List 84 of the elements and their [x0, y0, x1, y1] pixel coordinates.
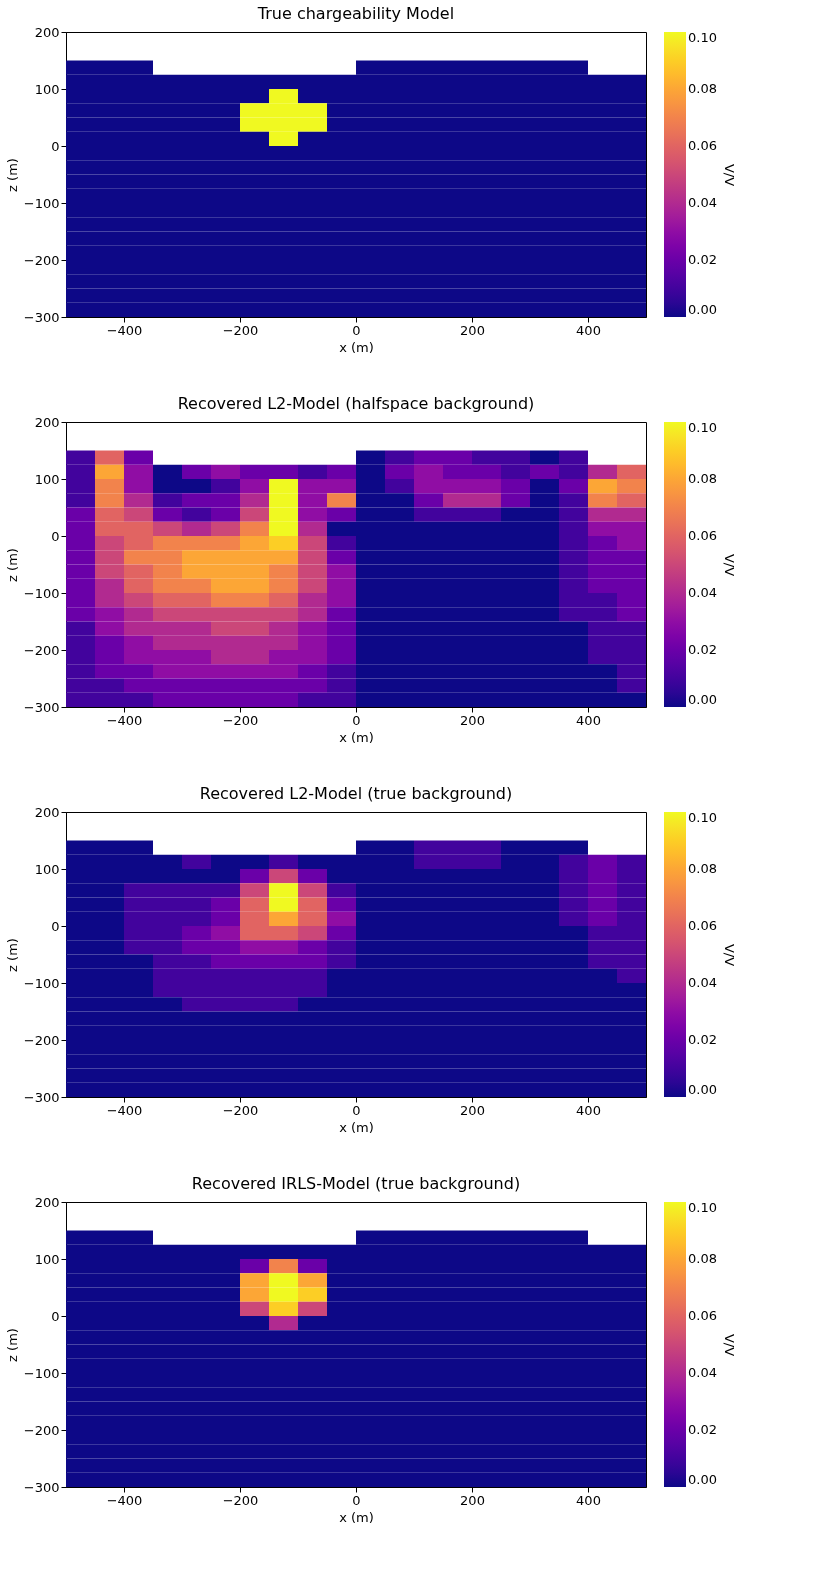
x-tick-label: −400	[106, 322, 143, 338]
color-bar-label: 0.08	[688, 81, 717, 96]
color-bar-title: V/V	[722, 553, 737, 577]
y-axis-title: z (m)	[4, 938, 20, 972]
x-axis-title: x (m)	[339, 339, 374, 355]
color-bar-title: V/V	[722, 943, 737, 967]
y-tick-label: −300	[23, 309, 60, 325]
y-tick-label: −200	[23, 252, 60, 268]
color-bar-label: 0.00	[688, 1472, 717, 1487]
x-tick-label: 0	[352, 1492, 361, 1508]
color-bar-label: 0.00	[688, 692, 717, 707]
color-bar-label: 0.02	[688, 1422, 717, 1437]
y-axis-title: z (m)	[4, 158, 20, 192]
x-tick-label: 0	[352, 712, 361, 728]
x-tick-label: 400	[576, 1492, 601, 1508]
color-bar-title: V/V	[722, 1333, 737, 1357]
color-bar-label: 0.10	[688, 30, 717, 45]
y-tick-label: −100	[23, 1365, 60, 1381]
x-tick-label: −200	[222, 712, 259, 728]
x-tick-label: 200	[460, 322, 485, 338]
y-tick-label: −100	[23, 585, 60, 601]
y-tick-label: −300	[23, 1089, 60, 1105]
y-tick-label: 200	[34, 804, 60, 820]
y-tick-label: −300	[23, 1479, 60, 1495]
color-bar-label: 0.04	[688, 195, 717, 210]
color-bar-label: 0.04	[688, 975, 717, 990]
y-tick-label: −300	[23, 699, 60, 715]
y-tick-label: 200	[34, 414, 60, 430]
color-bar-label: 0.06	[688, 918, 717, 933]
chart-title: Recovered L2-Model (true background)	[199, 784, 513, 803]
x-tick-label: 0	[352, 322, 361, 338]
y-tick-label: 100	[34, 81, 60, 97]
y-tick-label: 200	[34, 24, 60, 40]
color-bar-label: 0.00	[688, 302, 717, 317]
color-bar-label: 0.10	[688, 810, 717, 825]
chart-title: Recovered L2-Model (halfspace background)	[177, 394, 535, 413]
color-bar-title: V/V	[722, 163, 737, 187]
y-axis-title: z (m)	[4, 548, 20, 582]
y-tick-label: 100	[34, 1251, 60, 1267]
y-tick-label: 0	[51, 1308, 60, 1324]
color-bar-label: 0.06	[688, 1308, 717, 1323]
color-bar-label: 0.06	[688, 138, 717, 153]
color-bar-label: 0.08	[688, 1251, 717, 1266]
x-tick-label: 200	[460, 1102, 485, 1118]
color-bar-label: 0.02	[688, 642, 717, 657]
x-tick-label: 200	[460, 712, 485, 728]
x-axis-title: x (m)	[339, 729, 374, 745]
y-tick-label: −100	[23, 975, 60, 991]
color-bar-label: 0.00	[688, 1082, 717, 1097]
x-axis-title: x (m)	[339, 1119, 374, 1135]
y-tick-label: 100	[34, 861, 60, 877]
y-tick-label: −100	[23, 195, 60, 211]
y-axis-title: z (m)	[4, 1328, 20, 1362]
x-tick-label: 400	[576, 322, 601, 338]
x-axis-title: x (m)	[339, 1509, 374, 1525]
x-tick-label: −400	[106, 1102, 143, 1118]
color-bar-label: 0.02	[688, 252, 717, 267]
color-bar-label: 0.08	[688, 861, 717, 876]
y-tick-label: 0	[51, 138, 60, 154]
color-bar-label: 0.10	[688, 420, 717, 435]
y-tick-label: 100	[34, 471, 60, 487]
color-bar-label: 0.08	[688, 471, 717, 486]
x-tick-label: 400	[576, 1102, 601, 1118]
x-tick-label: 0	[352, 1102, 361, 1118]
color-bar-label: 0.10	[688, 1200, 717, 1215]
y-tick-label: −200	[23, 642, 60, 658]
x-tick-label: −200	[222, 1492, 259, 1508]
color-bar-label: 0.04	[688, 585, 717, 600]
x-tick-label: −400	[106, 712, 143, 728]
x-tick-label: −200	[222, 1102, 259, 1118]
x-tick-label: 200	[460, 1492, 485, 1508]
y-tick-label: 0	[51, 528, 60, 544]
y-tick-label: −200	[23, 1032, 60, 1048]
chart-title: Recovered IRLS-Model (true background)	[191, 1174, 521, 1193]
y-tick-label: 200	[34, 1194, 60, 1210]
x-tick-label: 400	[576, 712, 601, 728]
chart-title: True chargeability Model	[256, 4, 455, 23]
x-tick-label: −400	[106, 1492, 143, 1508]
color-bar-label: 0.06	[688, 528, 717, 543]
y-tick-label: 0	[51, 918, 60, 934]
x-tick-label: −200	[222, 322, 259, 338]
color-bar-label: 0.04	[688, 1365, 717, 1380]
color-bar-label: 0.02	[688, 1032, 717, 1047]
y-tick-label: −200	[23, 1422, 60, 1438]
